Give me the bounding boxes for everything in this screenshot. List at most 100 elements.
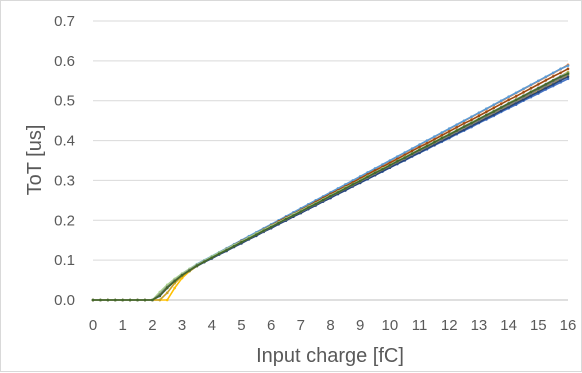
data-point	[447, 136, 451, 139]
data-point	[529, 87, 533, 90]
data-point	[358, 175, 362, 178]
data-point	[180, 273, 184, 277]
data-point	[381, 163, 384, 166]
x-tick-label: 8	[326, 317, 334, 334]
data-point	[507, 98, 510, 102]
data-point	[247, 237, 251, 240]
x-tick-label: 13	[471, 317, 488, 334]
data-point	[499, 99, 503, 103]
y-axis-title: ToT [us]	[24, 125, 46, 196]
data-point	[373, 169, 377, 172]
data-point	[106, 298, 110, 302]
data-point	[447, 133, 451, 136]
data-point	[173, 279, 176, 283]
y-tick-label: 0.1	[54, 252, 75, 269]
data-point	[514, 98, 518, 102]
data-point	[165, 291, 169, 295]
data-point	[203, 260, 206, 264]
x-tick-label: 2	[148, 317, 156, 334]
data-point	[462, 125, 466, 128]
data-point	[433, 135, 436, 138]
data-point	[477, 117, 481, 121]
data-point	[351, 183, 355, 186]
data-point	[433, 143, 436, 147]
data-point	[447, 130, 451, 133]
data-point	[537, 87, 540, 90]
series-2	[91, 63, 570, 302]
data-point	[366, 171, 369, 174]
data-point	[232, 244, 236, 248]
data-point	[91, 298, 95, 302]
data-point	[425, 142, 429, 145]
data-point	[462, 122, 466, 125]
data-point	[210, 256, 214, 260]
data-point	[292, 214, 295, 217]
data-point	[165, 298, 169, 302]
data-point	[240, 240, 243, 244]
data-point	[344, 187, 347, 190]
data-point	[433, 140, 436, 144]
data-point	[477, 120, 481, 124]
x-tick-label: 15	[530, 317, 547, 334]
series-line	[93, 73, 569, 301]
gridlines	[93, 20, 568, 301]
data-point	[544, 83, 548, 86]
x-tick-label: 1	[119, 317, 127, 334]
data-point	[418, 143, 421, 146]
x-tick-label: 5	[237, 317, 245, 334]
x-tick-label: 0	[89, 317, 97, 334]
series-12	[91, 72, 570, 302]
data-point	[522, 98, 525, 101]
data-point	[507, 102, 510, 105]
data-point	[440, 134, 444, 137]
data-point	[403, 153, 407, 157]
data-point	[566, 77, 570, 81]
data-point	[188, 269, 191, 272]
data-point	[418, 148, 421, 152]
data-point	[321, 198, 325, 202]
data-point	[396, 155, 399, 158]
data-point	[499, 109, 503, 112]
data-point	[173, 286, 176, 290]
data-point	[121, 298, 124, 302]
data-point	[462, 119, 466, 122]
data-point	[566, 64, 570, 67]
y-tick-label: 0.7	[54, 13, 75, 30]
data-point	[499, 106, 503, 109]
data-point	[388, 161, 392, 165]
data-point	[195, 264, 199, 268]
data-point	[529, 83, 533, 87]
data-point	[306, 206, 310, 209]
x-tick-label: 10	[382, 317, 399, 334]
data-point	[492, 110, 496, 113]
data-point	[514, 91, 518, 95]
data-point	[99, 298, 102, 302]
data-point	[559, 75, 562, 79]
data-point	[277, 221, 280, 225]
data-point	[462, 128, 466, 132]
data-point	[551, 71, 555, 75]
data-point	[269, 225, 273, 229]
data-point	[537, 90, 540, 94]
data-point	[529, 94, 533, 97]
data-point	[329, 194, 332, 198]
data-point	[165, 286, 169, 289]
data-point	[410, 147, 414, 150]
data-point	[537, 83, 540, 86]
y-tick-labels: 0.0 0.1 0.2 0.3 0.4 0.5 0.6 0.7	[54, 13, 75, 309]
data-point	[544, 75, 548, 79]
data-point	[559, 67, 562, 71]
data-point	[485, 110, 488, 114]
series-lines	[91, 63, 570, 302]
data-point	[551, 83, 555, 86]
data-point	[522, 87, 525, 91]
data-point	[373, 171, 377, 175]
y-tick-label: 0.2	[54, 212, 75, 229]
series-line	[93, 72, 569, 301]
x-tick-label: 11	[412, 317, 428, 334]
data-point	[470, 121, 473, 125]
x-tick-label: 16	[560, 317, 577, 334]
data-point	[225, 248, 228, 252]
data-point	[544, 86, 548, 90]
y-tick-label: 0.5	[54, 93, 75, 110]
